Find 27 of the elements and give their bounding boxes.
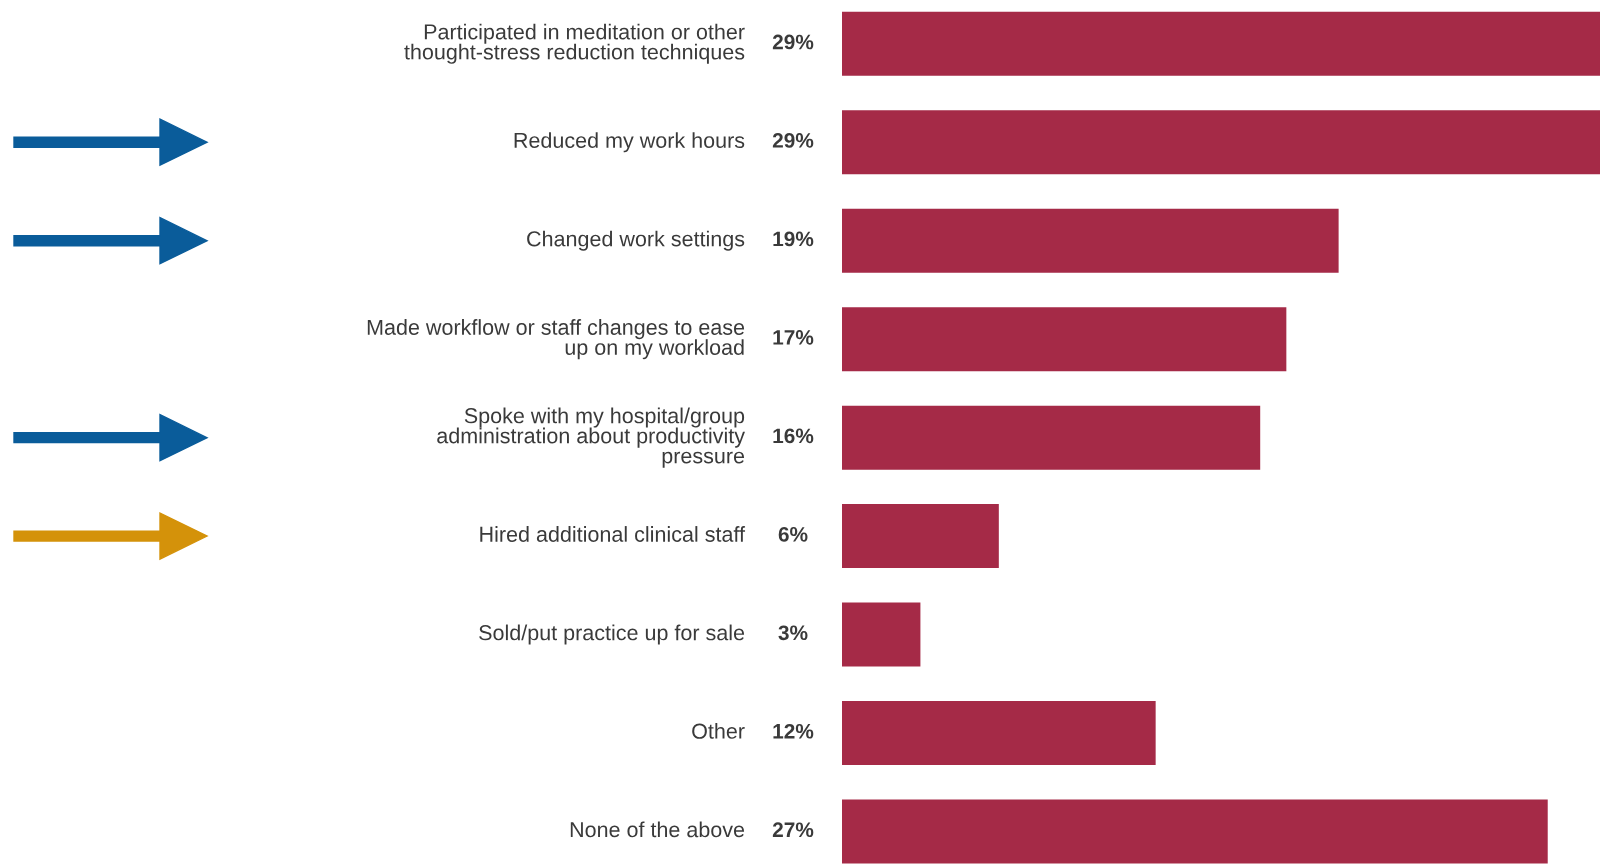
bar — [842, 799, 1548, 864]
bar — [842, 307, 1287, 372]
data-label: 12% — [773, 723, 814, 739]
data-label: 6% — [778, 526, 808, 542]
y-tick-label: Other — [692, 723, 745, 739]
bar — [842, 504, 999, 569]
y-tick-label: Hired additional clinical staff — [480, 526, 746, 542]
data-label: 17% — [773, 330, 814, 345]
data-label: 3% — [778, 625, 808, 641]
data-label: 19% — [773, 231, 814, 247]
data-label: 27% — [772, 822, 814, 838]
data-label: 29% — [772, 34, 814, 50]
bar — [842, 602, 921, 667]
y-tick-label: Participated in meditation or other thought-stress reduction techniques — [404, 23, 745, 64]
data-label: 16% — [773, 428, 814, 444]
bar — [842, 110, 1600, 175]
y-tick-label: Sold/put practice up for sale — [479, 624, 745, 645]
data-label: 29% — [772, 133, 814, 148]
y-tick-label: None of the above — [570, 821, 745, 838]
y-tick-label: Spoke with my hospital/group administration about productivity pressure — [437, 407, 745, 468]
y-tick-label: Changed work settings — [527, 230, 745, 251]
y-tick-label: Made workflow or staff changes to ease up on my workload — [367, 319, 745, 360]
y-tick-label: Reduced my work hours — [514, 132, 745, 153]
bar — [842, 11, 1600, 76]
bar — [842, 405, 1261, 470]
bar — [842, 701, 1156, 766]
bar — [842, 208, 1339, 273]
